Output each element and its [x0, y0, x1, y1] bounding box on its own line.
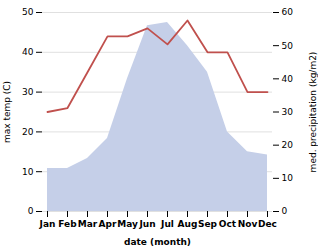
svg-text:Oct: Oct — [219, 219, 237, 229]
svg-text:50: 50 — [282, 41, 294, 51]
svg-text:60: 60 — [282, 7, 294, 17]
svg-text:Feb: Feb — [58, 219, 77, 229]
svg-text:50: 50 — [22, 7, 34, 17]
svg-text:20: 20 — [282, 140, 294, 150]
svg-text:Sep: Sep — [198, 219, 218, 229]
svg-text:20: 20 — [22, 127, 34, 137]
svg-text:10: 10 — [22, 167, 34, 177]
svg-text:Mar: Mar — [78, 219, 98, 229]
svg-text:10: 10 — [282, 173, 294, 183]
svg-text:Jan: Jan — [39, 219, 56, 229]
svg-text:0: 0 — [28, 206, 34, 216]
svg-text:Apr: Apr — [99, 219, 117, 229]
svg-text:30: 30 — [22, 87, 34, 97]
svg-text:Jun: Jun — [138, 219, 155, 229]
svg-text:30: 30 — [282, 107, 294, 117]
svg-text:date (month): date (month) — [124, 237, 191, 247]
svg-text:Nov: Nov — [238, 219, 258, 229]
svg-text:Dec: Dec — [258, 219, 277, 229]
svg-text:med. precipitation (kg/m2): med. precipitation (kg/m2) — [308, 52, 318, 173]
svg-text:40: 40 — [22, 47, 34, 57]
svg-text:0: 0 — [282, 206, 288, 216]
svg-text:May: May — [117, 219, 138, 229]
svg-text:Jul: Jul — [160, 219, 174, 229]
svg-text:Aug: Aug — [178, 219, 198, 229]
svg-text:max temp (C): max temp (C) — [2, 81, 12, 143]
svg-text:40: 40 — [282, 74, 294, 84]
